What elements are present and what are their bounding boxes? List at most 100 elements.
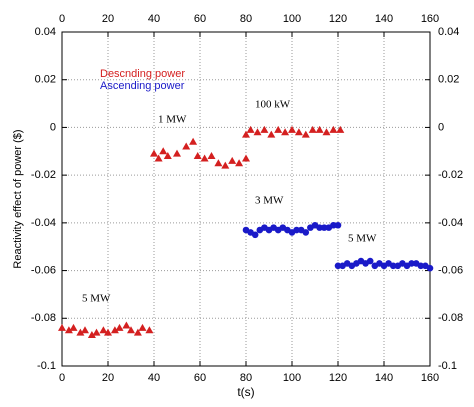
data-point	[81, 326, 89, 334]
x-tick-label: 140	[375, 372, 393, 384]
data-point	[316, 224, 323, 231]
data-point	[320, 224, 328, 231]
y-tick-label: -0.04	[31, 217, 56, 229]
data-point	[253, 128, 262, 136]
y-tick-label: -0.08	[31, 312, 56, 324]
legend-entry: Ascending power	[100, 80, 185, 92]
data-point	[69, 323, 78, 331]
data-point	[281, 128, 290, 136]
data-point	[322, 128, 331, 136]
x-tick-label-top: 20	[102, 13, 114, 25]
data-point	[159, 147, 168, 155]
data-point	[104, 328, 112, 336]
y-tick-label: -0.1	[37, 360, 56, 372]
y-tick-label-right: 0	[438, 121, 444, 133]
data-point	[182, 142, 191, 150]
data-point	[315, 125, 324, 133]
data-point	[189, 137, 198, 145]
data-point	[426, 264, 434, 272]
data-point	[308, 125, 317, 133]
x-tick-label-top: 40	[148, 13, 160, 25]
data-point	[115, 323, 124, 331]
y-tick-label: -0.02	[31, 169, 56, 181]
data-point	[336, 125, 345, 133]
data-point	[99, 326, 108, 334]
x-tick-label: 20	[102, 372, 114, 384]
data-point	[293, 226, 300, 234]
annotation: 5 MW	[82, 293, 111, 305]
y-tick-label-right: -0.08	[438, 312, 463, 324]
data-point	[154, 154, 163, 162]
y-tick-label: 0.02	[35, 74, 56, 86]
x-tick-label-top: 80	[240, 13, 252, 25]
y-tick-label-right: -0.1	[438, 360, 457, 372]
data-point	[329, 125, 338, 133]
data-point	[246, 125, 255, 133]
data-point	[110, 326, 119, 334]
annotation: 5 MW	[348, 233, 377, 245]
x-tick-label: 0	[59, 372, 65, 384]
data-point	[330, 221, 337, 229]
data-point	[214, 159, 223, 167]
data-point	[163, 152, 172, 160]
x-axis-label: t(s)	[237, 385, 254, 399]
x-tick-label-top: 100	[283, 13, 301, 25]
x-tick-label-top: 60	[194, 13, 206, 25]
y-tick-label: -0.06	[31, 264, 56, 276]
data-point	[92, 328, 101, 336]
y-tick-label: 0	[50, 121, 56, 133]
data-point	[260, 125, 269, 133]
annotation: 3 MW	[255, 195, 284, 207]
x-tick-label: 60	[194, 372, 206, 384]
legend-entry: Descnding power	[100, 68, 185, 80]
data-point	[267, 130, 276, 138]
data-point	[193, 152, 202, 160]
data-point	[417, 262, 425, 270]
plot-frame	[61, 31, 431, 367]
data-point	[127, 326, 135, 334]
data-point	[76, 328, 85, 336]
x-tick-label-top: 160	[421, 13, 439, 25]
y-tick-label-right: 0.04	[438, 26, 459, 38]
data-point	[242, 130, 250, 138]
x-tick-label: 160	[421, 372, 439, 384]
data-point	[64, 326, 73, 334]
data-point	[389, 262, 397, 270]
y-tick-label-right: -0.02	[438, 169, 463, 181]
data-point	[87, 330, 96, 338]
y-tick-label: 0.04	[35, 26, 56, 38]
data-point	[408, 260, 415, 267]
data-point	[145, 326, 154, 334]
data-point	[242, 154, 250, 162]
y-axis-label: Reactivity effect of power ($)	[12, 129, 24, 268]
data-point	[200, 154, 209, 162]
data-point	[251, 231, 259, 239]
y-tick-label-right: 0.02	[438, 74, 459, 86]
data-point	[302, 229, 310, 236]
data-point	[221, 161, 230, 169]
data-point	[150, 149, 158, 157]
data-point	[207, 152, 216, 160]
data-point	[366, 257, 374, 265]
data-point	[301, 130, 310, 138]
data-point	[173, 149, 181, 157]
x-tick-label-top: 140	[375, 13, 393, 25]
data-point	[122, 321, 131, 329]
data-point	[274, 125, 283, 133]
x-tick-label: 120	[329, 372, 347, 384]
data-point	[294, 128, 303, 136]
data-point	[228, 156, 237, 164]
x-tick-label-top: 0	[59, 13, 65, 25]
data-point	[334, 262, 342, 270]
y-tick-label-right: -0.04	[438, 217, 463, 229]
data-point	[288, 125, 296, 133]
x-tick-label: 40	[148, 372, 160, 384]
x-tick-label: 80	[240, 372, 252, 384]
data-point	[138, 323, 147, 331]
data-point	[58, 323, 66, 331]
annotation: 1 MW	[158, 114, 187, 126]
annotation: 100 kW	[255, 99, 291, 111]
data-point	[235, 159, 244, 167]
data-point	[133, 328, 142, 336]
